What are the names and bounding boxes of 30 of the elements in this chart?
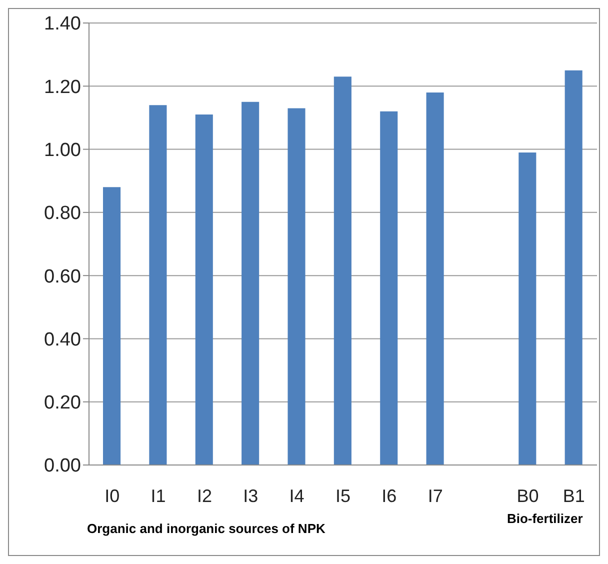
y-tick-label: 0.60 [44, 266, 81, 288]
y-tick-label: 1.20 [44, 76, 81, 98]
x-tick-label: B1 [562, 486, 585, 506]
bar [564, 70, 582, 465]
x-tick-label: I1 [150, 486, 166, 506]
bar [518, 152, 536, 465]
x-tick-label: I3 [243, 486, 258, 506]
y-tick-label: 1.40 [44, 14, 81, 35]
bar [288, 108, 306, 465]
x-tick-label: B0 [516, 486, 539, 506]
y-tick-label: 1.00 [44, 140, 81, 162]
text: Bio-fertilizer [506, 511, 583, 526]
bar [149, 105, 167, 465]
x-tick-label: I7 [428, 486, 443, 506]
y-tick-label: 0.00 [44, 456, 81, 477]
x-tick-label: I5 [335, 486, 351, 506]
y-tick-label: 0.20 [44, 392, 81, 414]
y-tick-label: 0.40 [44, 329, 81, 350]
bar [426, 92, 444, 465]
bar [103, 187, 121, 465]
x-tick-label: I0 [104, 486, 120, 506]
bar [334, 76, 352, 465]
x-tick-label: I6 [382, 486, 397, 506]
text: Organic and inorganic sources of NPK [87, 521, 326, 536]
bar [195, 114, 213, 465]
bar [380, 111, 398, 465]
x-tick-label: I2 [196, 486, 212, 506]
x-tick-label: I4 [289, 486, 304, 506]
bar [242, 102, 260, 465]
y-tick-label: 0.80 [44, 203, 81, 224]
